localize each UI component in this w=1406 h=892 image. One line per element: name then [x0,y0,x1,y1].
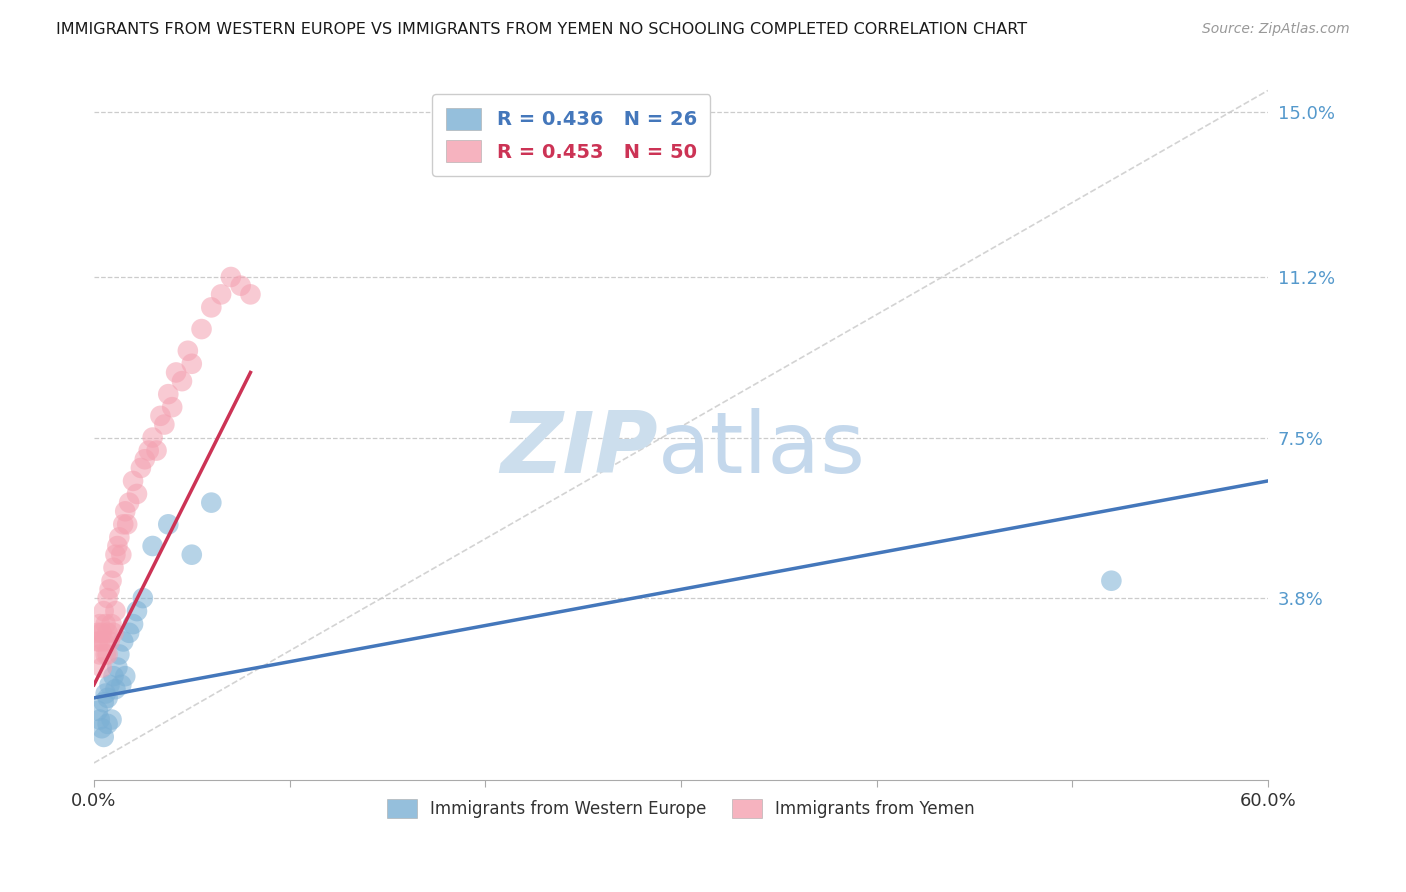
Text: IMMIGRANTS FROM WESTERN EUROPE VS IMMIGRANTS FROM YEMEN NO SCHOOLING COMPLETED C: IMMIGRANTS FROM WESTERN EUROPE VS IMMIGR… [56,22,1028,37]
Text: Source: ZipAtlas.com: Source: ZipAtlas.com [1202,22,1350,37]
Point [107,539,129,553]
Point [153,417,176,432]
Text: atlas: atlas [658,409,866,491]
Point [165,366,187,380]
Point [190,322,212,336]
Point [157,387,180,401]
Point [98,678,121,692]
Point [103,669,125,683]
Point [87,634,110,648]
Point [107,660,129,674]
Point [110,678,132,692]
Text: ZIP: ZIP [499,409,658,491]
Point [87,704,110,718]
Point [180,548,202,562]
Point [200,495,222,509]
Point [160,400,183,414]
Point [200,301,222,315]
Point [97,625,120,640]
Point [129,461,152,475]
Point [93,634,115,648]
Point [229,278,252,293]
Point [103,625,125,640]
Point [89,617,111,632]
Point [110,548,132,562]
Point [90,625,112,640]
Point [104,682,127,697]
Point [112,634,135,648]
Point [90,721,112,735]
Point [114,669,136,683]
Point [177,343,200,358]
Point [142,539,165,553]
Point [93,695,115,709]
Point [115,517,138,532]
Point [94,686,117,700]
Point [89,648,111,662]
Point [97,648,120,662]
Point [97,717,120,731]
Point [108,530,131,544]
Point [98,582,121,597]
Point [89,634,111,648]
Point [114,504,136,518]
Point [89,713,111,727]
Point [94,617,117,632]
Point [97,591,120,605]
Point [108,648,131,662]
Point [104,604,127,618]
Point [209,287,232,301]
Point [138,443,160,458]
Point [118,625,141,640]
Point [149,409,172,423]
Point [122,474,145,488]
Point [180,357,202,371]
Point [100,574,122,588]
Point [100,713,122,727]
Point [239,287,262,301]
Legend: Immigrants from Western Europe, Immigrants from Yemen: Immigrants from Western Europe, Immigran… [381,792,981,825]
Point [93,604,115,618]
Point [104,548,127,562]
Point [157,517,180,532]
Point [125,604,148,618]
Point [97,690,120,705]
Point [134,452,156,467]
Point [125,487,148,501]
Point [170,374,193,388]
Point [100,617,122,632]
Point [103,560,125,574]
Point [142,431,165,445]
Point [219,270,242,285]
Point [122,617,145,632]
Point [132,591,155,605]
Point [1099,574,1122,588]
Point [94,648,117,662]
Point [145,443,167,458]
Point [118,495,141,509]
Point [93,730,115,744]
Point [87,625,110,640]
Point [98,634,121,648]
Point [90,660,112,674]
Point [112,517,135,532]
